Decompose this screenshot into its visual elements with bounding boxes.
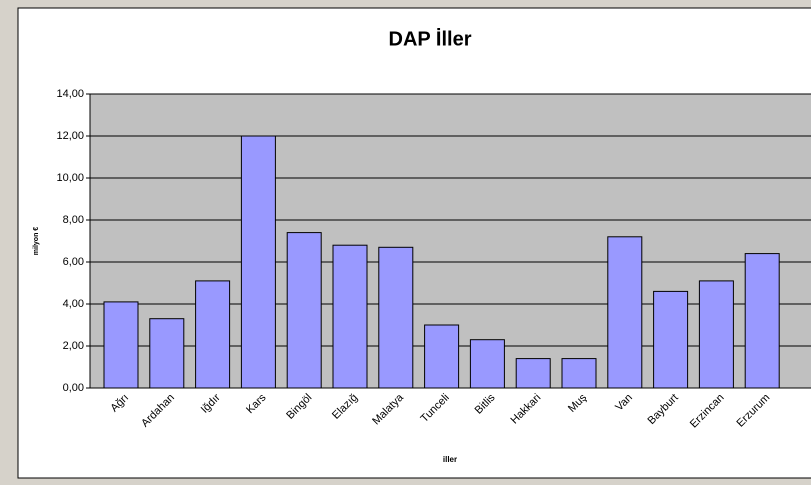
bar (653, 290, 689, 389)
bar (195, 280, 231, 389)
bar (607, 236, 643, 389)
y-tick-label: 6,00 (63, 256, 84, 268)
bar (515, 358, 551, 389)
y-tick-label: 8,00 (63, 214, 84, 226)
y-tick-label: 10,00 (56, 172, 84, 184)
y-tick-label: 14,00 (56, 88, 84, 100)
chart-title: DAP İller (389, 27, 472, 50)
y-tick-label: 4,00 (63, 298, 84, 310)
bar (424, 324, 460, 389)
bar (698, 280, 734, 389)
bar (103, 301, 139, 389)
bar (240, 135, 276, 389)
bar (286, 232, 322, 389)
bar (744, 253, 780, 389)
y-tick-label: 0,00 (63, 382, 84, 394)
bar (149, 318, 185, 389)
x-axis-label: iller (443, 455, 457, 464)
y-tick-label: 2,00 (63, 340, 84, 352)
bar (469, 339, 505, 389)
bar (561, 358, 597, 389)
y-axis-label: milyon € (33, 227, 40, 256)
bar (378, 246, 414, 389)
y-tick-label: 12,00 (56, 130, 84, 142)
bar (332, 244, 368, 389)
